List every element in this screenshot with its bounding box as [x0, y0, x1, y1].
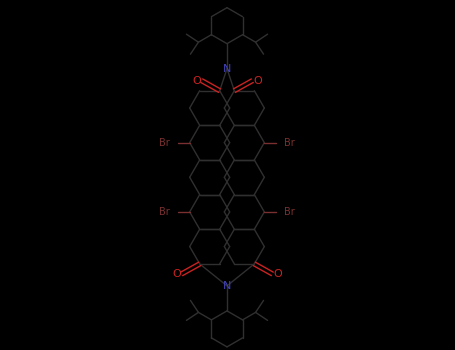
Text: Br: Br — [159, 138, 170, 148]
Text: Br: Br — [159, 207, 170, 217]
Text: Br: Br — [284, 138, 295, 148]
Text: O: O — [253, 76, 262, 86]
Text: N: N — [223, 281, 231, 291]
Text: N: N — [223, 64, 231, 74]
Text: Br: Br — [284, 207, 295, 217]
Text: O: O — [273, 269, 282, 279]
Text: O: O — [192, 76, 201, 86]
Text: O: O — [172, 269, 181, 279]
